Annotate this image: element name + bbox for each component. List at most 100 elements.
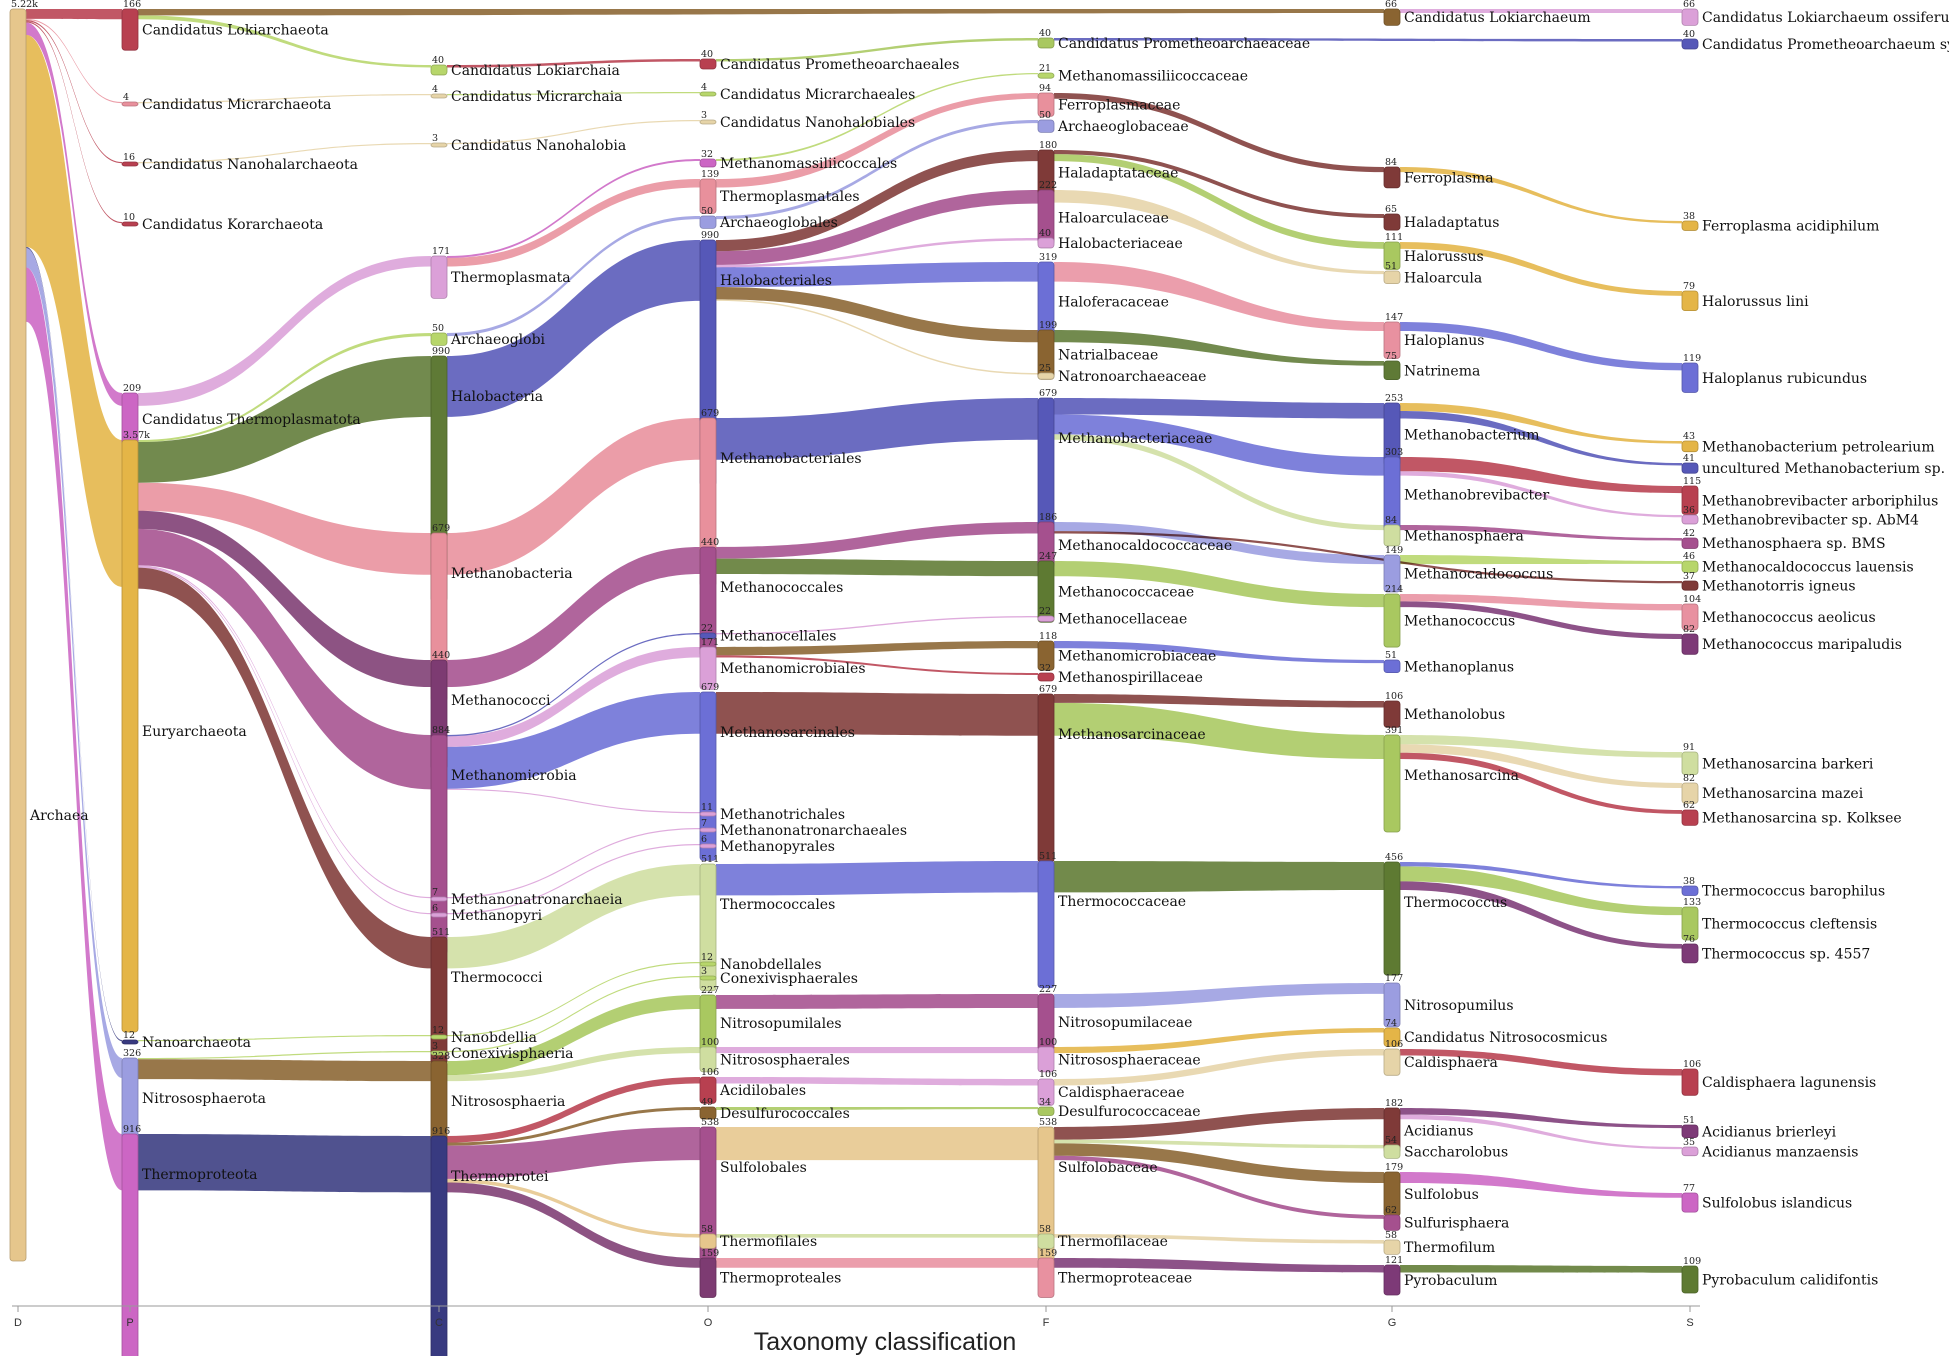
node-o_desulf[interactable]: 49 Desulfurococcales xyxy=(699,1097,850,1122)
node-bar-s_tcbar[interactable] xyxy=(1681,885,1699,896)
node-bar-g_methcocc[interactable] xyxy=(1383,593,1401,648)
node-bar-p_kor[interactable] xyxy=(121,221,139,227)
node-c_nanob[interactable]: 12 Nanobdellia xyxy=(430,1025,537,1046)
node-bar-c_methp[interactable] xyxy=(430,912,448,918)
node-bar-o_micr[interactable] xyxy=(699,91,717,97)
node-bar-f_natron[interactable] xyxy=(1037,372,1055,380)
node-o_methmic[interactable]: 171 Methanomicrobiales xyxy=(699,637,866,690)
node-o_methnat[interactable]: 7 Methanonatronarchaeales xyxy=(699,818,907,839)
node-g_haloarc[interactable]: 51 Haloarcula xyxy=(1383,261,1482,286)
node-bar-s_mbunc[interactable] xyxy=(1681,462,1699,474)
node-bar-s_msbms[interactable] xyxy=(1681,537,1699,549)
node-o_conex[interactable]: 3 Conexivisphaerales xyxy=(699,966,858,987)
node-o_thermoc[interactable]: 511 Thermococcales xyxy=(699,854,835,992)
node-archaea[interactable]: 5.22k Archaea xyxy=(9,0,89,1262)
node-bar-f_caldis[interactable] xyxy=(1037,1078,1055,1106)
node-bar-c_nanoh[interactable] xyxy=(430,142,448,148)
node-f_methcell[interactable]: 22 Methanocellaceae xyxy=(1037,606,1187,628)
node-bar-p_nanoarch[interactable] xyxy=(121,1039,139,1045)
node-bar-o_archaeogl[interactable] xyxy=(699,215,717,229)
node-bar-g_methsar[interactable] xyxy=(1383,734,1401,833)
node-bar-o_nanob[interactable] xyxy=(699,961,717,967)
node-c_thermoprot[interactable]: 916 Thermoprotei xyxy=(430,1126,549,1356)
node-g_nitrosoc[interactable]: 74 Candidatus Nitrosocosmicus xyxy=(1383,1018,1607,1047)
node-s_tc4557[interactable]: 76 Thermococcus sp. 4557 xyxy=(1681,934,1870,964)
node-g_ferro[interactable]: 84 Ferroplasma xyxy=(1383,157,1494,189)
node-p_thermoprot[interactable]: 916 Thermoproteota xyxy=(121,1124,257,1356)
node-f_prom[interactable]: 40 Candidatus Prometheoarchaeaceae xyxy=(1037,28,1310,52)
node-bar-o_acid[interactable] xyxy=(699,1076,717,1104)
node-bar-g_loki[interactable] xyxy=(1383,8,1401,26)
node-bar-s_acman[interactable] xyxy=(1681,1146,1699,1157)
node-bar-s_msmaz[interactable] xyxy=(1681,782,1699,804)
node-bar-f_methspir[interactable] xyxy=(1037,672,1055,682)
node-bar-g_pyro[interactable] xyxy=(1383,1264,1401,1296)
node-bar-c_methnat[interactable] xyxy=(430,896,448,902)
node-g_thermof[interactable]: 58 Thermofilum xyxy=(1383,1230,1495,1256)
node-bar-c_loki[interactable] xyxy=(430,64,448,76)
node-p_kor[interactable]: 10 Candidatus Korarchaeota xyxy=(121,212,323,233)
node-bar-o_methsar[interactable] xyxy=(699,691,717,861)
node-s_ferro[interactable]: 38 Ferroplasma acidiphilum xyxy=(1681,211,1879,235)
node-bar-f_methcell[interactable] xyxy=(1037,615,1055,622)
node-bar-f_archaeogl[interactable] xyxy=(1037,119,1055,133)
node-s_msbar[interactable]: 91 Methanosarcina barkeri xyxy=(1681,742,1874,775)
node-c_conex[interactable]: 3 Conexivisphaeria xyxy=(430,1041,574,1062)
node-s_mtign[interactable]: 37 Methanotorris igneus xyxy=(1681,571,1856,595)
node-bar-o_nanoh[interactable] xyxy=(699,119,717,125)
node-o_prom[interactable]: 40 Candidatus Prometheoarchaeales xyxy=(699,49,959,73)
node-bar-o_prom[interactable] xyxy=(699,58,717,70)
node-bar-s_mcaeo[interactable] xyxy=(1681,603,1699,631)
node-s_mbpet[interactable]: 43 Methanobacterium petrolearium xyxy=(1681,431,1935,455)
node-g_natrin[interactable]: 75 Natrinema xyxy=(1383,351,1480,381)
node-bar-o_conex[interactable] xyxy=(699,975,717,981)
node-o_methb[interactable]: 679 Methanobacteriales xyxy=(699,408,862,587)
node-c_loki[interactable]: 40 Candidatus Lokiarchaia xyxy=(430,55,620,79)
node-bar-g_ferro[interactable] xyxy=(1383,166,1401,189)
node-g_methsar[interactable]: 391 Methanosarcina xyxy=(1383,725,1519,833)
node-bar-s_mcmar[interactable] xyxy=(1681,633,1699,655)
node-f_methsar[interactable]: 679 Methanosarcinaceae xyxy=(1037,684,1206,863)
node-f_archaeogl[interactable]: 50 Archaeoglobaceae xyxy=(1037,110,1189,135)
node-f_haloarc[interactable]: 222 Haloarculaceae xyxy=(1037,180,1169,246)
node-o_methmass[interactable]: 32 Methanomassiliicoccales xyxy=(699,149,897,172)
node-g_sacch[interactable]: 54 Saccharolobus xyxy=(1383,1135,1508,1161)
node-s_tcbar[interactable]: 38 Thermococcus barophilus xyxy=(1681,876,1885,900)
node-bar-g_sulfuri[interactable] xyxy=(1383,1214,1401,1231)
node-bar-o_thermof[interactable] xyxy=(699,1233,717,1249)
node-g_acid[interactable]: 182 Acidianus xyxy=(1383,1098,1473,1154)
node-o_methc[interactable]: 440 Methanococcales xyxy=(699,537,843,657)
node-g_loki[interactable]: 66 Candidatus Lokiarchaeum xyxy=(1383,0,1591,26)
node-bar-p_nano[interactable] xyxy=(121,161,139,167)
node-bar-p_micr[interactable] xyxy=(121,101,139,107)
node-f_sulfo[interactable]: 538 Sulfolobaceae xyxy=(1037,1117,1158,1261)
node-bar-g_methsph[interactable] xyxy=(1383,524,1401,547)
node-o_nitrosop[interactable]: 227 Nitrosopumilales xyxy=(699,985,842,1052)
node-p_thermopl[interactable]: 209 Candidatus Thermoplasmatota xyxy=(121,383,361,446)
node-bar-o_thermoc[interactable] xyxy=(699,863,717,992)
node-f_thermoc[interactable]: 511 Thermococcaceae xyxy=(1037,851,1186,989)
node-bar-o_thermopl[interactable] xyxy=(699,178,717,214)
node-s_mclau[interactable]: 46 Methanocaldococcus lauensis xyxy=(1681,551,1914,576)
node-bar-f_methsar[interactable] xyxy=(1037,693,1055,863)
node-bar-p_eury[interactable] xyxy=(121,439,139,1033)
node-s_prom[interactable]: 40 Candidatus Prometheoarchaeum syntrophi… xyxy=(1681,29,1949,53)
node-bar-f_methcocc[interactable] xyxy=(1037,560,1055,623)
node-bar-o_methcell[interactable] xyxy=(699,632,717,639)
node-bar-s_acbri[interactable] xyxy=(1681,1124,1699,1139)
node-c_nanoh[interactable]: 3 Candidatus Nanohalobia xyxy=(430,133,626,154)
node-o_methsar[interactable]: 679 Methanosarcinales xyxy=(699,682,855,861)
node-c_methnat[interactable]: 7 Methanonatronarchaeia xyxy=(430,887,623,908)
node-f_thermoprot[interactable]: 159 Thermoproteaceae xyxy=(1037,1248,1192,1298)
node-bar-g_methcaldo[interactable] xyxy=(1383,554,1401,593)
node-g_nitrosop[interactable]: 177 Nitrosopumilus xyxy=(1383,973,1514,1028)
node-bar-f_prom[interactable] xyxy=(1037,37,1055,49)
node-f_natron[interactable]: 25 Natronoarchaeaceae xyxy=(1037,363,1206,385)
node-bar-g_thermoc[interactable] xyxy=(1383,861,1401,976)
